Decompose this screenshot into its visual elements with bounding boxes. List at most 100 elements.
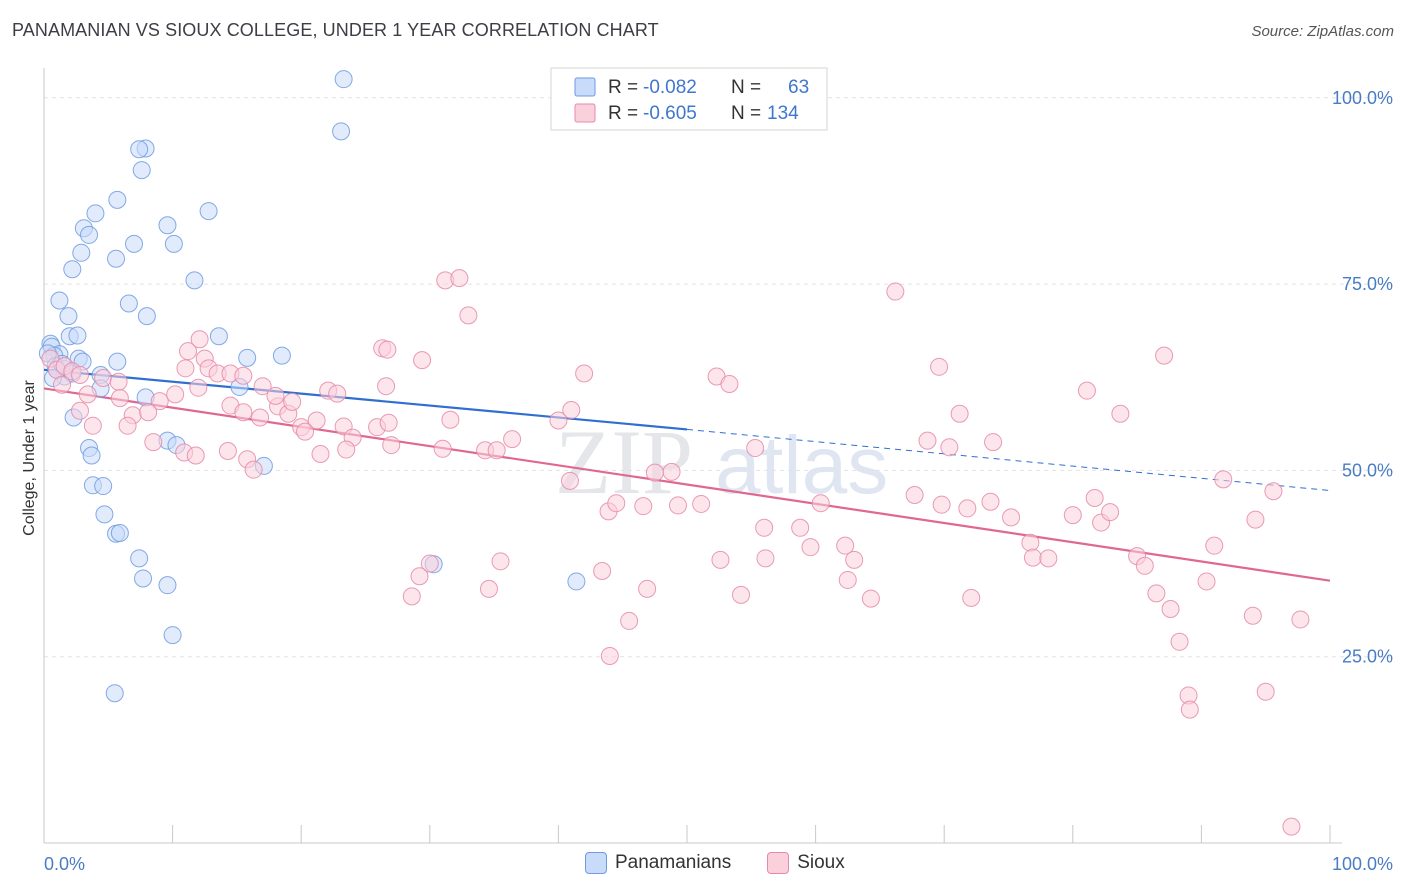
point-sioux-121 <box>1256 682 1275 701</box>
point-sioux-127 <box>402 587 421 606</box>
point-sioux-83 <box>836 536 855 555</box>
point-panamanians-55 <box>567 572 586 591</box>
point-sioux-85 <box>845 550 864 569</box>
point-sioux-63 <box>503 430 522 449</box>
scatter-points <box>38 70 1310 836</box>
point-sioux-129 <box>479 579 498 598</box>
point-sioux-77 <box>746 439 765 458</box>
point-sioux-41 <box>176 359 195 378</box>
point-panamanians-19 <box>137 307 156 326</box>
point-sioux-97 <box>984 433 1003 452</box>
point-sioux-93 <box>950 404 969 423</box>
legend-n-label-1: N = <box>731 77 761 98</box>
point-sioux-113 <box>1170 632 1189 651</box>
legend-n-value-1: 63 <box>788 77 809 98</box>
point-sioux-5 <box>53 375 72 394</box>
point-panamanians-31 <box>272 346 291 365</box>
point-sioux-26 <box>251 408 270 427</box>
point-sioux-39 <box>378 340 397 359</box>
point-sioux-50 <box>283 392 302 411</box>
point-panamanians-20 <box>59 307 78 326</box>
point-sioux-73 <box>668 496 687 515</box>
point-sioux-70 <box>634 497 653 516</box>
point-sioux-104 <box>1085 488 1104 507</box>
point-sioux-84 <box>838 570 857 589</box>
point-sioux-22 <box>166 385 185 404</box>
point-sioux-65 <box>562 401 581 420</box>
point-sioux-92 <box>940 438 959 457</box>
point-sioux-36 <box>377 377 396 396</box>
trend-line-panamanians-extension <box>686 428 1331 492</box>
point-sioux-10 <box>150 392 169 411</box>
point-sioux-118 <box>1214 470 1233 489</box>
legend-item-sioux: Sioux <box>767 852 845 874</box>
point-sioux-54 <box>382 436 401 455</box>
point-sioux-23 <box>189 378 208 397</box>
watermark: ZIP atlas <box>555 411 888 513</box>
point-sioux-64 <box>575 364 594 383</box>
point-sioux-18 <box>186 446 205 465</box>
point-panamanians-48 <box>95 505 114 524</box>
x-tick-label-left: 0.0% <box>44 854 85 874</box>
point-sioux-120 <box>1246 510 1265 529</box>
point-sioux-81 <box>801 538 820 557</box>
point-sioux-21 <box>244 460 263 479</box>
point-sioux-8 <box>78 385 97 404</box>
point-panamanians-51 <box>130 549 149 568</box>
point-sioux-7 <box>109 372 128 391</box>
point-panamanians-30 <box>238 348 257 367</box>
bottom-legend: Panamanians Sioux <box>585 852 867 874</box>
legend-r-value-1: -0.082 <box>643 77 697 98</box>
legend-n-label-2: N = <box>731 103 761 124</box>
point-sioux-9 <box>110 389 129 408</box>
point-panamanians-9 <box>80 225 99 244</box>
point-sioux-88 <box>905 485 924 504</box>
point-sioux-109 <box>1135 556 1154 575</box>
point-sioux-78 <box>755 518 774 537</box>
legend-label-panamanians: Panamanians <box>615 852 732 873</box>
point-panamanians-0 <box>334 70 353 89</box>
point-sioux-103 <box>1077 381 1096 400</box>
point-sioux-13 <box>139 403 158 422</box>
y-tick-label-3: 100.0% <box>1332 88 1393 108</box>
point-sioux-4 <box>71 366 90 385</box>
legend-n-value-2: 134 <box>767 103 799 124</box>
point-sioux-130 <box>593 562 612 581</box>
point-sioux-112 <box>1161 600 1180 619</box>
point-sioux-96 <box>981 492 1000 511</box>
point-sioux-99 <box>1021 533 1040 552</box>
point-sioux-69 <box>607 494 626 513</box>
point-panamanians-53 <box>158 576 177 595</box>
point-sioux-55 <box>413 351 432 370</box>
trend-line-panamanians <box>43 368 688 431</box>
point-sioux-59 <box>441 410 460 429</box>
point-panamanians-17 <box>50 291 69 310</box>
point-sioux-52 <box>311 445 330 464</box>
point-sioux-91 <box>932 495 951 514</box>
point-panamanians-56 <box>163 626 182 645</box>
point-sioux-117 <box>1205 536 1224 555</box>
point-sioux-125 <box>420 554 439 573</box>
sioux-swatch <box>767 852 790 874</box>
point-panamanians-50 <box>110 524 129 542</box>
point-sioux-132 <box>620 611 639 630</box>
point-panamanians-14 <box>107 249 126 268</box>
point-sioux-32 <box>328 384 347 403</box>
point-panamanians-13 <box>72 243 91 262</box>
point-panamanians-23 <box>209 327 228 346</box>
point-sioux-107 <box>1111 404 1130 423</box>
point-sioux-60 <box>433 439 452 458</box>
point-sioux-95 <box>962 588 981 607</box>
point-panamanians-18 <box>119 294 138 313</box>
point-sioux-45 <box>190 330 209 349</box>
point-panamanians-7 <box>86 204 105 223</box>
point-sioux-116 <box>1197 572 1216 591</box>
point-sioux-79 <box>756 549 775 568</box>
point-panamanians-3 <box>130 140 149 159</box>
point-sioux-48 <box>253 377 272 396</box>
point-sioux-66 <box>549 411 568 430</box>
y-tick-label-2: 75.0% <box>1342 274 1393 294</box>
point-panamanians-32 <box>108 352 127 371</box>
legend-r-value-2: -0.605 <box>643 103 697 124</box>
point-sioux-94 <box>958 499 977 518</box>
